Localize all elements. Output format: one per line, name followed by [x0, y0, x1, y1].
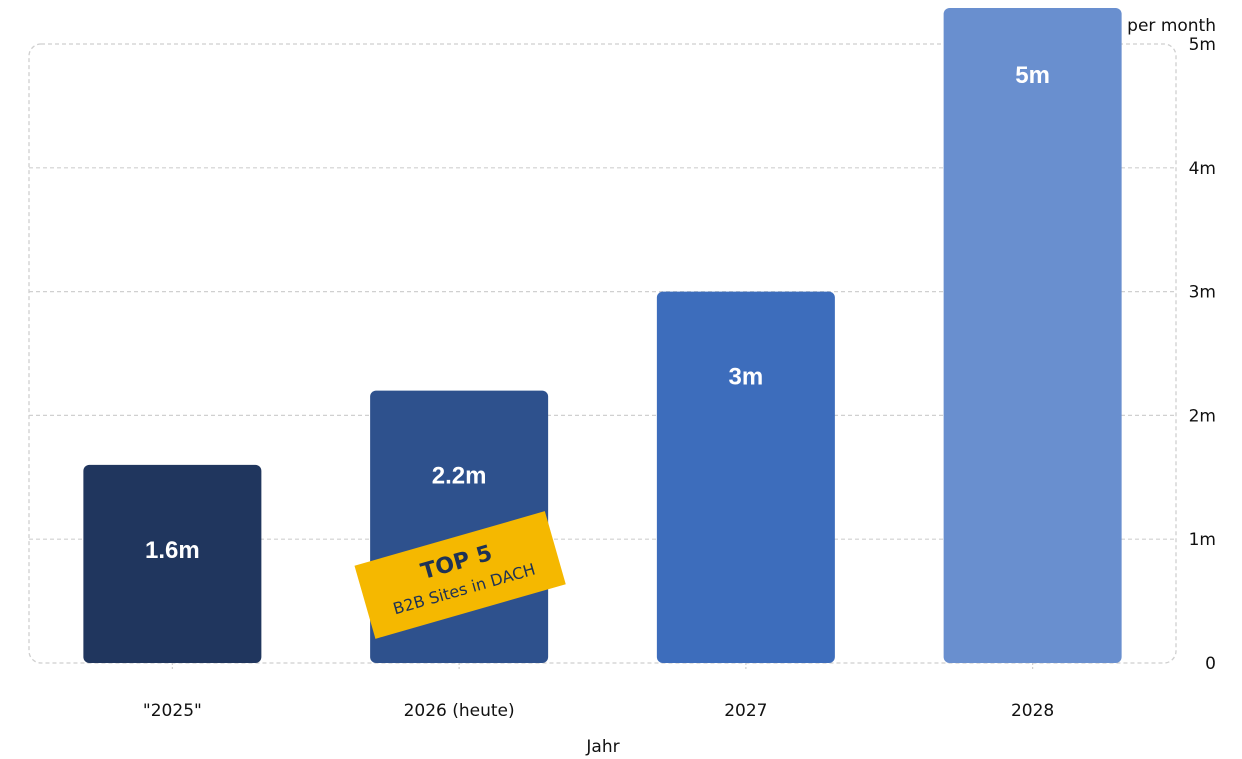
x-axis-ticks: "2025" 2026 (heute) 2027 2028: [143, 663, 1054, 721]
x-tick-label: "2025": [143, 701, 202, 721]
bar-value-label: 1.6m: [145, 537, 200, 564]
x-tick-label: 2026 (heute): [404, 701, 515, 721]
x-tick-label: 2028: [1011, 701, 1054, 721]
x-tick-label: 2027: [724, 701, 767, 721]
bar-value-label: 3m: [729, 364, 764, 391]
bar: [943, 8, 1122, 663]
y-tick-label: 0: [1205, 654, 1216, 674]
y-axis-ticks: 0 1m 2m 3m 4m 5m: [1189, 35, 1216, 674]
y-tick-label: 3m: [1189, 283, 1216, 303]
y-tick-label: 1m: [1189, 530, 1216, 550]
badge-background: [354, 511, 566, 639]
y-tick-label: 4m: [1189, 159, 1216, 179]
bar: [656, 291, 835, 663]
y-axis-title: per month: [1127, 16, 1216, 36]
bar: [83, 464, 262, 663]
x-axis-title: Jahr: [585, 737, 619, 757]
y-tick-label: 2m: [1189, 406, 1216, 426]
bar-value-label: 2.2m: [432, 463, 487, 490]
bar-value-label: 5m: [1015, 62, 1050, 89]
plot-frame: [28, 43, 1177, 664]
bars: 1.6m 2.2m 3m 5m: [83, 8, 1122, 663]
y-tick-label: 5m: [1189, 35, 1216, 55]
